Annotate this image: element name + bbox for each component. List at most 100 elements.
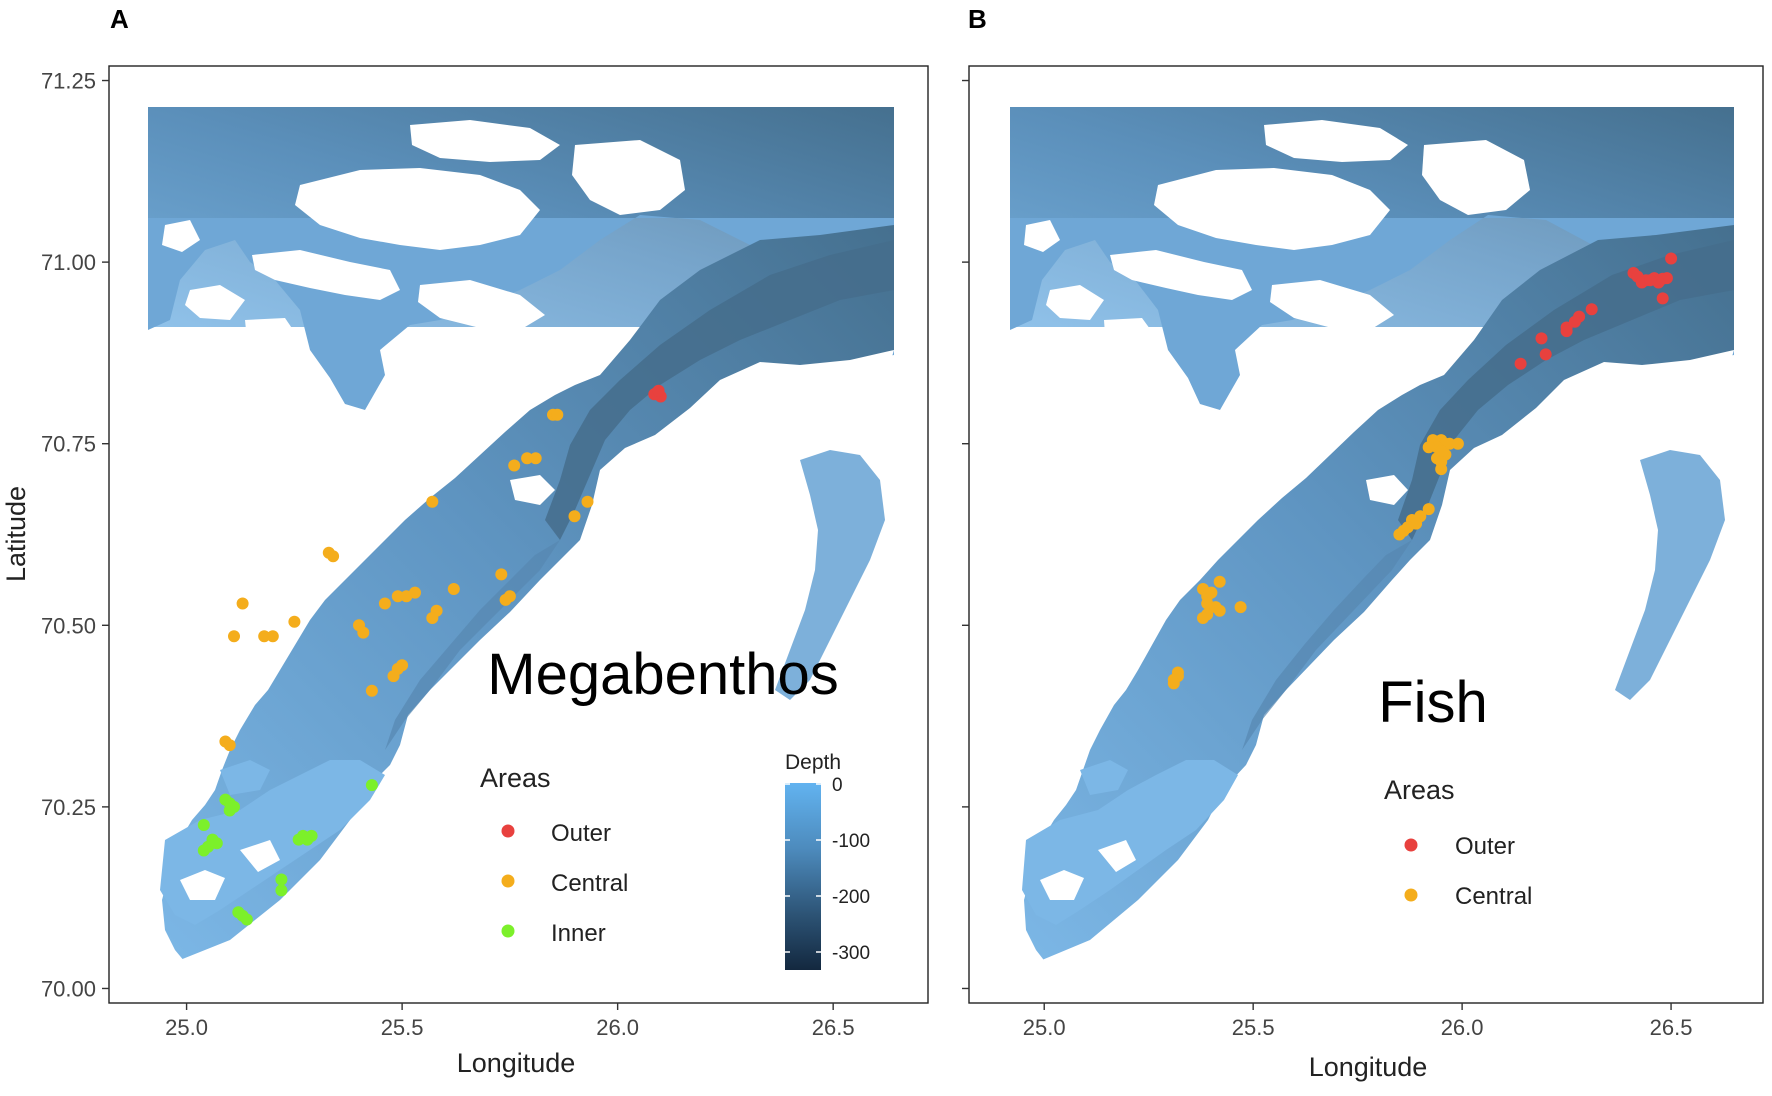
island-3-b [1422, 140, 1530, 215]
sample-point-central [228, 630, 240, 643]
land-sw2-a [240, 840, 280, 872]
x-tick-label: 25.0 [1023, 1015, 1066, 1040]
depth-tick-300: -300 [832, 943, 870, 964]
sample-point-central [288, 615, 301, 628]
sample-point-central [551, 408, 564, 421]
sample-point-inner [275, 873, 288, 886]
points-a [197, 384, 667, 926]
island-5-b [1110, 250, 1252, 300]
island-10-b [1276, 450, 1310, 478]
sample-point-central [223, 739, 236, 752]
sample-point-central [236, 597, 249, 610]
panel-b: B 2 [962, 4, 1764, 1082]
panel-tag-a: A [110, 4, 129, 34]
legend-label-central-a: Central [551, 870, 628, 897]
island-7-b [1104, 318, 1158, 370]
sample-point-inner [210, 837, 223, 850]
depth-tick-200: -200 [832, 887, 870, 908]
sample-point-outer [1514, 357, 1527, 370]
sample-point-central [1213, 575, 1226, 588]
legend-a: Areas Outer Central Inner [480, 763, 628, 947]
sample-point-central [258, 630, 271, 643]
island-5-a [252, 250, 400, 300]
y-axis-label-a: Latitude [1, 486, 31, 582]
sample-point-inner [275, 884, 288, 897]
island-4-b [1024, 220, 1060, 252]
x-tick-label: 25.5 [381, 1015, 424, 1040]
island-4-a [162, 220, 200, 252]
plot-frame-a [108, 65, 929, 1004]
sample-point-central [1393, 528, 1406, 541]
sample-point-central [1167, 677, 1180, 690]
sample-point-central [365, 684, 378, 697]
sample-point-inner [292, 833, 305, 846]
depth-gradient-bar [785, 783, 821, 970]
sample-point-outer [1665, 252, 1678, 265]
legend-label-outer-b: Outer [1455, 833, 1515, 860]
legend-swatch-central-a [501, 874, 515, 888]
axes-b: 25.0 25.5 26.0 26.5 [962, 79, 1692, 1040]
x-tick-label: 25.5 [1232, 1015, 1275, 1040]
sample-point-central [1205, 586, 1218, 599]
sample-point-central [499, 593, 512, 606]
sample-point-central [568, 510, 581, 523]
sample-point-inner [197, 819, 210, 831]
island-1-a [295, 168, 540, 250]
sample-point-central [1451, 437, 1464, 450]
island-2-b [1264, 120, 1408, 162]
legend-swatch-central-b [1404, 888, 1418, 902]
island-8-b [1270, 280, 1394, 330]
mid-fjord-a [385, 540, 560, 750]
legend-label-central-b: Central [1455, 883, 1532, 910]
legend-swatch-inner-a [501, 924, 515, 938]
sample-point-central [400, 590, 413, 603]
island-8-a [418, 280, 545, 330]
x-tick-label: 25.0 [165, 1015, 208, 1040]
sample-point-central [426, 495, 439, 508]
land-west2-a [148, 440, 380, 560]
x-tick-label: 26.0 [596, 1015, 639, 1040]
sample-point-central [529, 452, 542, 465]
points-b [1167, 252, 1678, 690]
panel-tag-b: B [968, 4, 987, 34]
sample-point-central [1213, 604, 1226, 617]
island-2-a [410, 120, 560, 162]
sample-point-central [357, 626, 370, 639]
legend-title-a: Areas [480, 763, 551, 793]
x-tick-label: 26.0 [1441, 1015, 1484, 1040]
land-west2-b [1010, 440, 1234, 560]
sample-point-outer [1644, 274, 1657, 287]
sample-point-outer [1539, 348, 1552, 361]
sample-point-central [1234, 601, 1247, 614]
sample-point-inner [197, 844, 210, 857]
sample-point-central [378, 597, 391, 610]
y-tick-label: 71.00 [41, 250, 96, 275]
sample-point-inner [223, 804, 236, 817]
depth-colorbar: Depth 0 -100 -200 -300 [785, 751, 870, 970]
sample-point-central [266, 630, 279, 643]
land-sw-b [1040, 870, 1084, 900]
deep-channel-b [1398, 240, 1734, 540]
sample-point-central [426, 612, 439, 624]
land-east-b [1106, 355, 1734, 985]
island-9-b [1366, 475, 1408, 505]
land-sw2-b [1098, 840, 1136, 872]
depth-tick-0: 0 [832, 775, 843, 796]
x-tick-label: 26.5 [812, 1015, 855, 1040]
x-axis-label-b: Longitude [1309, 1052, 1428, 1082]
sample-point-inner [365, 779, 378, 792]
sample-point-central [1443, 437, 1456, 450]
map-label-megabenthos: Megabenthos [487, 642, 838, 707]
legend-swatch-outer-a [501, 824, 515, 838]
island-6-a [185, 285, 245, 320]
sample-point-central [495, 568, 508, 581]
map-label-fish: Fish [1378, 670, 1488, 735]
island-7-a [245, 318, 300, 370]
water-sw2-b [1080, 760, 1128, 795]
y-tick-label: 71.25 [41, 69, 96, 94]
island-3-a [572, 140, 685, 215]
sample-point-central [508, 459, 521, 472]
sample-point-central [1197, 612, 1209, 624]
